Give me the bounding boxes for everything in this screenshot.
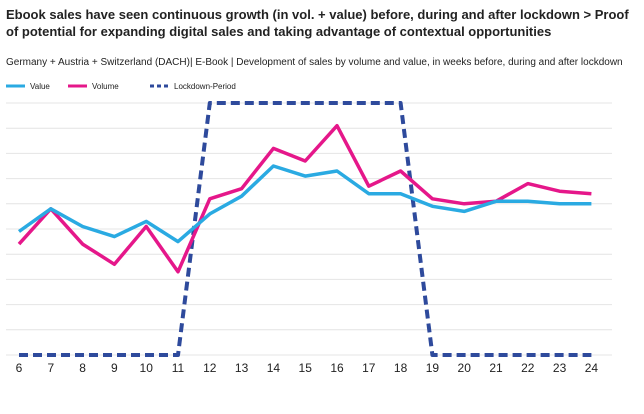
series-line-value <box>17 164 592 244</box>
legend-label: Lockdown-Period <box>174 82 236 91</box>
x-tick-label: 13 <box>235 361 249 375</box>
x-tick-label: 17 <box>362 361 376 375</box>
x-tick-label: 16 <box>330 361 344 375</box>
x-tick-label: 24 <box>585 361 599 375</box>
x-tick-label: 6 <box>16 361 23 375</box>
legend-label: Value <box>30 82 50 91</box>
x-tick-label: 14 <box>267 361 281 375</box>
grid <box>6 102 612 356</box>
legend: Value Volume Lockdown-Period <box>6 82 236 91</box>
x-tick-label: 22 <box>521 361 535 375</box>
chart-title: Ebook sales have seen continuous growth … <box>6 7 629 39</box>
x-tick-label: 21 <box>489 361 503 375</box>
x-tick-label: 12 <box>203 361 217 375</box>
x-tick-label: 10 <box>140 361 154 375</box>
series-line-lockdown-period <box>19 101 592 357</box>
x-tick-label: 19 <box>426 361 440 375</box>
x-tick-label: 18 <box>394 361 408 375</box>
x-tick-label: 15 <box>299 361 313 375</box>
x-tick-label: 8 <box>79 361 86 375</box>
legend-label: Volume <box>92 82 119 91</box>
series-lines <box>17 101 592 357</box>
x-tick-label: 20 <box>458 361 472 375</box>
x-tick-label: 9 <box>111 361 118 375</box>
x-tick-label: 23 <box>553 361 567 375</box>
x-axis-ticks: 6 7 8 9 10 11 12 13 14 15 16 17 18 19 20 21 22 23 24 <box>16 361 599 375</box>
x-tick-label: 7 <box>47 361 54 375</box>
series-line-volume <box>17 123 592 274</box>
chart-subtitle: Germany + Austria + Switzerland (DACH)| … <box>6 57 623 68</box>
x-tick-label: 11 <box>172 361 185 375</box>
